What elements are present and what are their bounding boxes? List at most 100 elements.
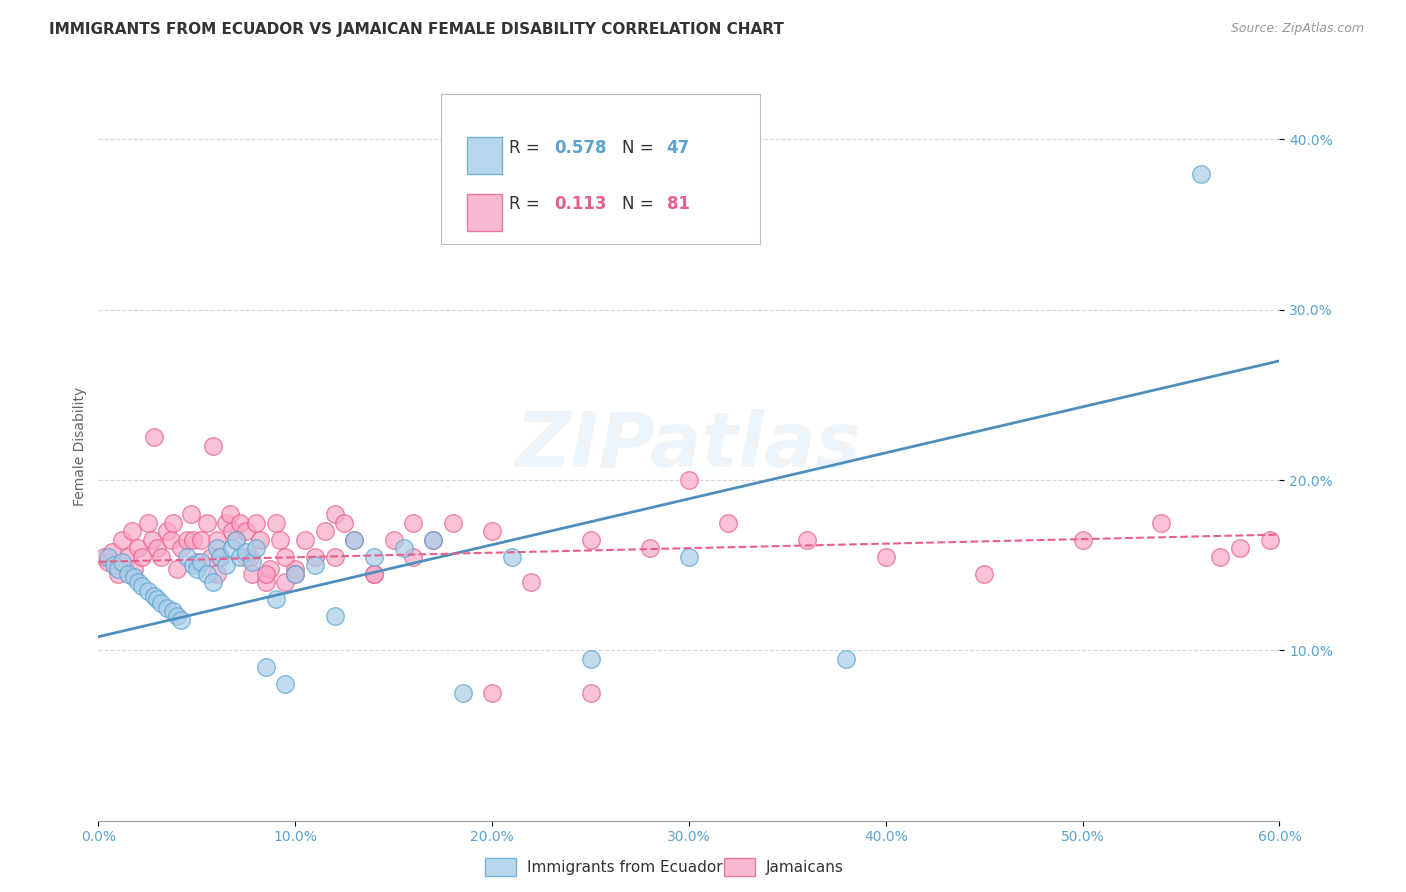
Point bbox=[225, 533, 247, 547]
Point bbox=[402, 549, 425, 564]
Point bbox=[195, 516, 218, 530]
Point bbox=[141, 533, 163, 547]
Point bbox=[142, 430, 165, 444]
Point bbox=[225, 533, 247, 547]
Point bbox=[160, 533, 183, 547]
Text: 0.578: 0.578 bbox=[554, 139, 607, 157]
Point bbox=[131, 549, 153, 564]
Point bbox=[579, 533, 602, 547]
Text: 0.113: 0.113 bbox=[554, 195, 607, 213]
Point bbox=[392, 541, 415, 556]
FancyBboxPatch shape bbox=[467, 194, 502, 231]
Point bbox=[274, 549, 297, 564]
Point bbox=[796, 533, 818, 547]
Text: N =: N = bbox=[621, 139, 658, 157]
Point bbox=[186, 561, 208, 575]
Text: 47: 47 bbox=[666, 139, 690, 157]
Point bbox=[235, 544, 257, 558]
Point bbox=[441, 516, 464, 530]
Point bbox=[156, 524, 179, 538]
Point bbox=[314, 524, 336, 538]
Point bbox=[240, 566, 263, 581]
Point bbox=[422, 533, 444, 547]
Point bbox=[363, 549, 385, 564]
Point bbox=[973, 566, 995, 581]
Point bbox=[579, 686, 602, 700]
Point bbox=[382, 533, 405, 547]
Point bbox=[146, 541, 169, 556]
Point bbox=[1071, 533, 1094, 547]
Point bbox=[186, 555, 208, 569]
Point bbox=[131, 579, 153, 593]
Point bbox=[162, 604, 184, 618]
Point bbox=[363, 566, 385, 581]
Point bbox=[181, 558, 204, 573]
Point bbox=[875, 549, 897, 564]
Point bbox=[254, 575, 277, 590]
Text: N =: N = bbox=[621, 195, 658, 213]
Point bbox=[1209, 549, 1232, 564]
Point bbox=[176, 549, 198, 564]
Point bbox=[363, 566, 385, 581]
Point bbox=[1229, 541, 1251, 556]
Point bbox=[176, 533, 198, 547]
Text: R =: R = bbox=[509, 195, 551, 213]
Point bbox=[122, 570, 145, 584]
Point bbox=[221, 541, 243, 556]
Point bbox=[835, 652, 858, 666]
Point bbox=[101, 544, 124, 558]
FancyBboxPatch shape bbox=[441, 94, 759, 244]
Point bbox=[166, 609, 188, 624]
FancyBboxPatch shape bbox=[467, 137, 502, 174]
Point bbox=[343, 533, 366, 547]
Point bbox=[245, 516, 267, 530]
Point bbox=[190, 533, 212, 547]
Point bbox=[107, 561, 129, 575]
Point bbox=[170, 613, 193, 627]
Point bbox=[274, 677, 297, 691]
Point bbox=[111, 555, 134, 569]
Text: Immigrants from Ecuador: Immigrants from Ecuador bbox=[527, 860, 723, 874]
Point bbox=[205, 541, 228, 556]
Point bbox=[166, 561, 188, 575]
Point bbox=[209, 549, 232, 564]
Point bbox=[195, 566, 218, 581]
Point bbox=[111, 533, 134, 547]
Point bbox=[201, 439, 224, 453]
Point bbox=[520, 575, 543, 590]
Point bbox=[717, 516, 740, 530]
Point bbox=[205, 566, 228, 581]
Point bbox=[249, 533, 271, 547]
Point bbox=[229, 516, 252, 530]
Point bbox=[481, 686, 503, 700]
Point bbox=[215, 558, 238, 573]
Point bbox=[294, 533, 316, 547]
Point bbox=[150, 596, 173, 610]
Point bbox=[254, 566, 277, 581]
Point bbox=[259, 561, 281, 575]
Point bbox=[142, 589, 165, 603]
Point bbox=[150, 549, 173, 564]
Point bbox=[170, 541, 193, 556]
Point bbox=[284, 566, 307, 581]
Point bbox=[117, 566, 139, 581]
Point bbox=[1258, 533, 1281, 547]
Point bbox=[451, 686, 474, 700]
Point bbox=[136, 516, 159, 530]
Point bbox=[127, 575, 149, 590]
Point bbox=[1150, 516, 1173, 530]
Point bbox=[221, 524, 243, 538]
Point bbox=[481, 524, 503, 538]
Point bbox=[402, 516, 425, 530]
Text: Source: ZipAtlas.com: Source: ZipAtlas.com bbox=[1230, 22, 1364, 36]
Point bbox=[678, 473, 700, 487]
Text: IMMIGRANTS FROM ECUADOR VS JAMAICAN FEMALE DISABILITY CORRELATION CHART: IMMIGRANTS FROM ECUADOR VS JAMAICAN FEMA… bbox=[49, 22, 785, 37]
Point bbox=[121, 524, 143, 538]
Point bbox=[205, 533, 228, 547]
Text: 81: 81 bbox=[666, 195, 689, 213]
Point bbox=[93, 549, 115, 564]
Point bbox=[501, 549, 523, 564]
Point bbox=[638, 541, 661, 556]
Point bbox=[180, 507, 202, 521]
Point bbox=[579, 652, 602, 666]
